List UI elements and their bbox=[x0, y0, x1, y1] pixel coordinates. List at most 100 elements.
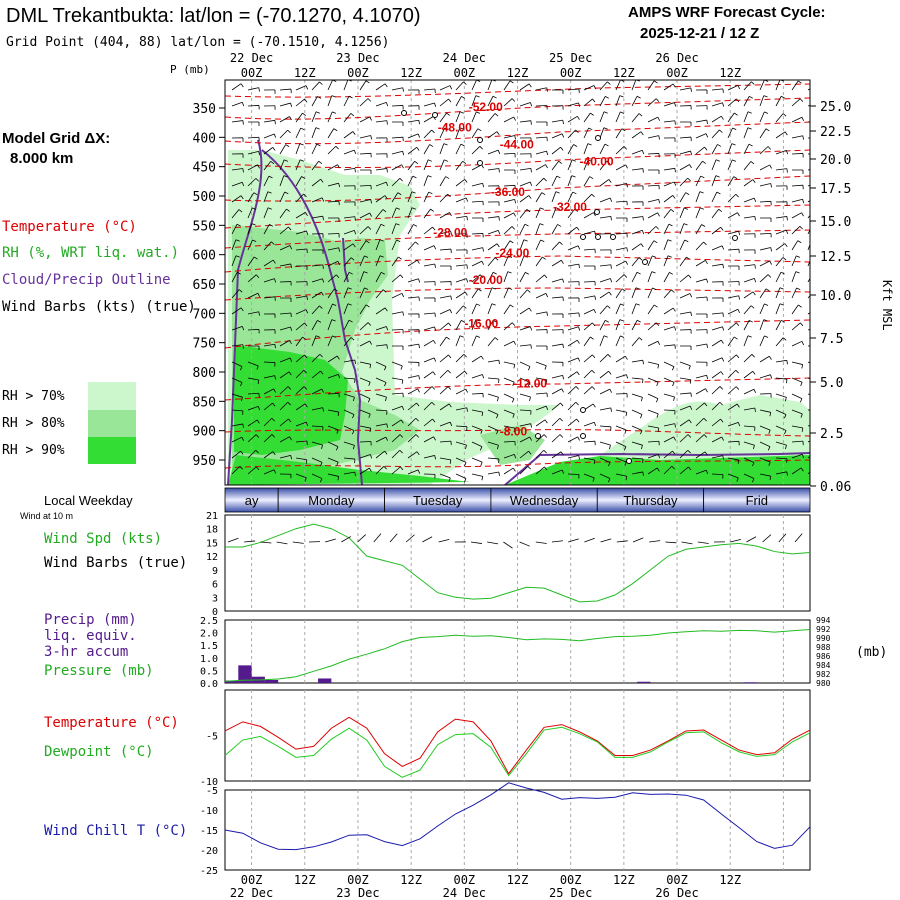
wind-barb-feather bbox=[257, 293, 261, 297]
wind-barb bbox=[567, 357, 579, 363]
wind-barb bbox=[535, 419, 546, 427]
wind-barb-feather bbox=[304, 477, 307, 482]
wind-barb bbox=[775, 359, 787, 363]
wind-barb bbox=[311, 353, 321, 363]
wind-barb-feather bbox=[354, 168, 356, 173]
wind-barb bbox=[359, 135, 371, 139]
wind-barb-feather bbox=[447, 386, 452, 390]
wind-barb bbox=[423, 455, 435, 459]
wind-barb bbox=[247, 466, 257, 475]
wind-barb bbox=[599, 441, 611, 446]
wind-barb-feather bbox=[449, 459, 452, 464]
wind-barb bbox=[695, 343, 707, 347]
height-tick-label: 22.5 bbox=[820, 125, 851, 140]
wind-barb bbox=[407, 119, 419, 123]
wind-barb bbox=[647, 135, 659, 139]
wind-barb bbox=[263, 207, 269, 219]
wind-barb bbox=[775, 409, 787, 415]
wind-barb bbox=[599, 370, 609, 379]
wind-barb-feather bbox=[433, 340, 436, 344]
wind-barb bbox=[519, 409, 532, 412]
wind-barb-feather bbox=[459, 127, 464, 130]
wind-barb bbox=[439, 336, 447, 347]
wind-barb bbox=[503, 361, 515, 365]
wind-barb bbox=[759, 335, 765, 347]
wind-barb-feather bbox=[576, 226, 580, 231]
wind-barb bbox=[423, 116, 434, 123]
wind-barb-feather bbox=[445, 176, 450, 179]
wind-barb-feather bbox=[817, 195, 819, 198]
wind-barb-feather bbox=[802, 199, 805, 204]
wind-barb-feather bbox=[321, 197, 325, 202]
wind-barb-feather bbox=[642, 471, 644, 476]
wind-barb bbox=[791, 198, 803, 203]
wind-barb bbox=[311, 96, 318, 107]
wind-barb bbox=[423, 208, 431, 219]
wind-barb bbox=[519, 423, 531, 427]
wind-barb bbox=[247, 192, 255, 203]
pressure-tick-label: 800 bbox=[193, 366, 216, 381]
wind-barb bbox=[231, 195, 242, 203]
wind-barb bbox=[311, 388, 322, 395]
wind-barb-feather bbox=[575, 386, 580, 390]
height-tick-label: 15.0 bbox=[820, 215, 851, 230]
wind-barb bbox=[423, 102, 435, 107]
wind-barb bbox=[599, 179, 610, 187]
wind-barb-feather bbox=[289, 436, 292, 441]
wind-barb-feather bbox=[636, 95, 641, 99]
rh-region bbox=[234, 345, 348, 455]
wind-barb bbox=[375, 466, 385, 475]
wind-barb bbox=[311, 335, 317, 347]
wind-barb-feather bbox=[592, 322, 596, 327]
wind-barb-feather bbox=[354, 230, 357, 235]
pressure-tick-label: 850 bbox=[193, 395, 216, 410]
wind-barb bbox=[551, 133, 563, 139]
wind-barb bbox=[471, 182, 483, 187]
wind-barb-feather bbox=[652, 287, 657, 290]
wind-barb-feather bbox=[577, 357, 581, 362]
surface-wind-barb bbox=[357, 534, 366, 543]
wind-barb-feather bbox=[396, 207, 401, 210]
wind-barb-feather bbox=[369, 340, 372, 345]
wind-barb bbox=[247, 434, 257, 443]
wind-barb-feather bbox=[638, 337, 643, 341]
wind-barb-feather bbox=[703, 241, 707, 246]
wind-barb bbox=[695, 146, 705, 155]
calm-wind-marker bbox=[594, 209, 600, 215]
wind-barb bbox=[711, 191, 718, 203]
panel-y-tick: 0.0 bbox=[200, 679, 218, 690]
wind-barb-feather bbox=[513, 212, 516, 217]
wind-barb-feather bbox=[481, 260, 484, 265]
wind-barb bbox=[551, 278, 563, 283]
wind-barb bbox=[359, 409, 371, 415]
wind-barb-feather bbox=[785, 445, 787, 450]
wind-barb-feather bbox=[592, 403, 596, 408]
wind-barb-feather bbox=[607, 354, 611, 358]
wind-barb bbox=[487, 168, 499, 171]
wind-barb bbox=[279, 88, 291, 91]
wind-barb-feather bbox=[720, 226, 724, 231]
cloud-precip-outline bbox=[227, 139, 810, 485]
wind-barb-feather bbox=[705, 388, 708, 393]
wind-barb-feather bbox=[735, 369, 739, 374]
wind-barb-feather bbox=[288, 226, 292, 231]
wind-barb bbox=[775, 149, 787, 155]
wind-barb-feather bbox=[448, 322, 452, 327]
wind-barb bbox=[583, 127, 589, 139]
bottom-date-label: 22 Dec bbox=[230, 886, 273, 900]
wind-barb-feather bbox=[431, 401, 435, 406]
wind-barb-feather bbox=[348, 271, 353, 275]
wind-barb bbox=[759, 146, 769, 155]
wind-barb bbox=[343, 377, 355, 380]
wind-barb-feather bbox=[415, 241, 419, 245]
wind-barb bbox=[663, 239, 669, 251]
wind-barb-feather bbox=[701, 224, 706, 227]
wind-barb bbox=[391, 361, 403, 367]
wind-barb bbox=[759, 95, 765, 107]
wind-barb bbox=[631, 216, 643, 219]
wind-barb-feather bbox=[769, 164, 772, 169]
wind-barb-feather bbox=[735, 386, 740, 390]
wind-barb bbox=[375, 393, 387, 398]
pressure-tick-label: 986 bbox=[816, 652, 831, 661]
